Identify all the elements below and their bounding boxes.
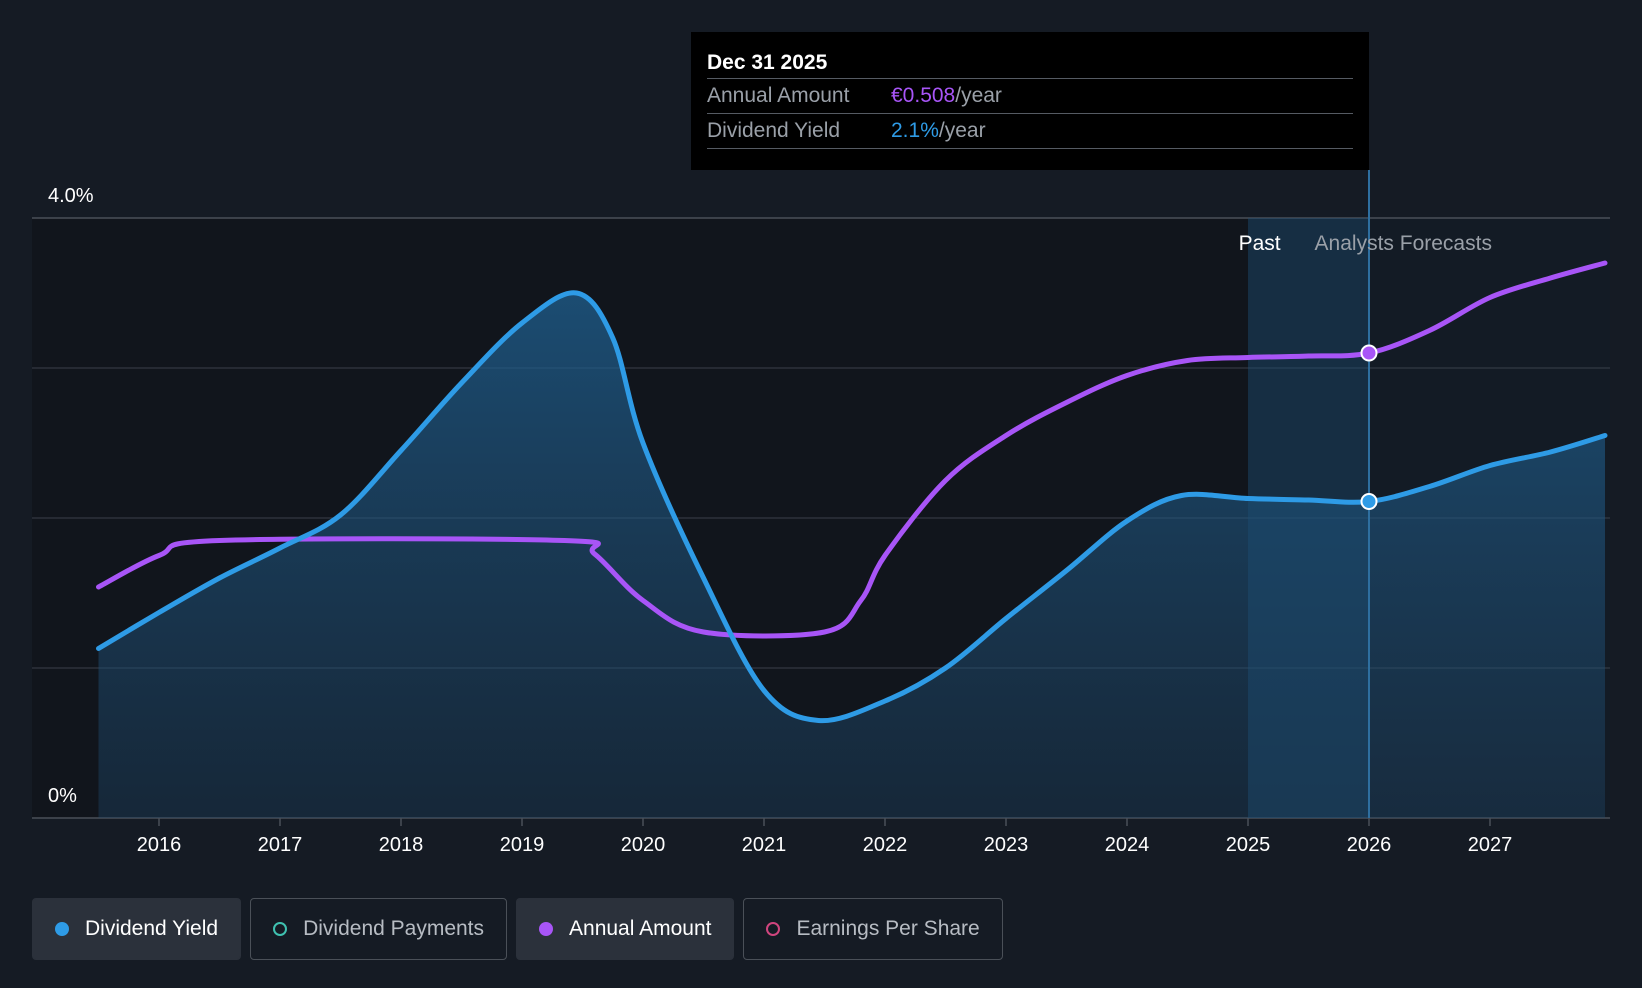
annual-amount-dot-icon xyxy=(539,922,554,936)
legend-annual-amount-button[interactable]: Annual Amount xyxy=(516,898,735,960)
dividend-chart: 2016 2017 2018 2019 2020 2021 2022 2023 2024 2025… xyxy=(32,170,1610,856)
legend-dividend-yield-button[interactable]: Dividend Yield xyxy=(32,898,242,960)
legend-label: Dividend Yield xyxy=(85,917,219,940)
tooltip-row-annual-amount: Annual Amount €0.508 /year xyxy=(707,79,1353,114)
tooltip-value: €0.508 xyxy=(891,84,956,107)
legend-dividend-payments-button[interactable]: Dividend Payments xyxy=(250,898,508,960)
dividend-payments-ring-icon xyxy=(273,922,288,936)
dividend-yield-dot-icon xyxy=(55,922,69,936)
forecast-label: Analysts Forecasts xyxy=(1315,232,1492,255)
tooltip-label: Dividend Yield xyxy=(707,119,841,142)
past-label: Past xyxy=(1239,232,1281,255)
tooltip-unit: /year xyxy=(955,84,1002,107)
x-tick-label: 2026 xyxy=(1347,834,1392,856)
x-tick-label: 2019 xyxy=(500,834,545,856)
x-tick-label: 2016 xyxy=(137,834,182,856)
legend-label: Earnings Per Share xyxy=(796,917,980,940)
yield-area xyxy=(98,292,1605,818)
tooltip-row-dividend-yield: Dividend Yield 2.1% /year xyxy=(707,114,1353,149)
y-tick-label: 4.0% xyxy=(48,185,94,207)
past-highlight xyxy=(1248,218,1369,818)
tooltip-value: 2.1% xyxy=(891,119,939,142)
chart-legend: Dividend Yield Dividend Payments Annual … xyxy=(32,898,1003,960)
legend-label: Annual Amount xyxy=(569,917,712,940)
x-axis-ticks: 2016 2017 2018 2019 2020 2021 2022 2023 2024 2025… xyxy=(137,818,1513,856)
tooltip-label: Annual Amount xyxy=(707,84,850,107)
dividend-yield-line xyxy=(96,290,1608,724)
x-tick-label: 2025 xyxy=(1226,834,1271,856)
y-tick-label: 0% xyxy=(48,785,77,807)
tooltip-unit: /year xyxy=(938,119,986,142)
x-tick-label: 2020 xyxy=(621,834,666,856)
y-axis-labels: 4.0% 0% xyxy=(48,185,94,807)
chart-tooltip: Dec 31 2025 Annual Amount €0.508 /year D… xyxy=(691,32,1369,170)
earnings-per-share-ring-icon xyxy=(766,922,781,936)
x-tick-label: 2018 xyxy=(379,834,424,856)
x-tick-label: 2023 xyxy=(984,834,1029,856)
x-tick-label: 2024 xyxy=(1105,834,1150,856)
legend-label: Dividend Payments xyxy=(303,917,485,940)
legend-earnings-per-share-button[interactable]: Earnings Per Share xyxy=(743,898,1003,960)
x-tick-label: 2021 xyxy=(742,834,787,856)
annual-amount-marker[interactable] xyxy=(1360,344,1378,362)
tooltip-date: Dec 31 2025 xyxy=(707,48,1353,79)
x-tick-label: 2027 xyxy=(1468,834,1513,856)
x-tick-label: 2017 xyxy=(258,834,303,856)
dividend-yield-marker[interactable] xyxy=(1360,493,1378,510)
x-tick-label: 2022 xyxy=(863,834,908,856)
